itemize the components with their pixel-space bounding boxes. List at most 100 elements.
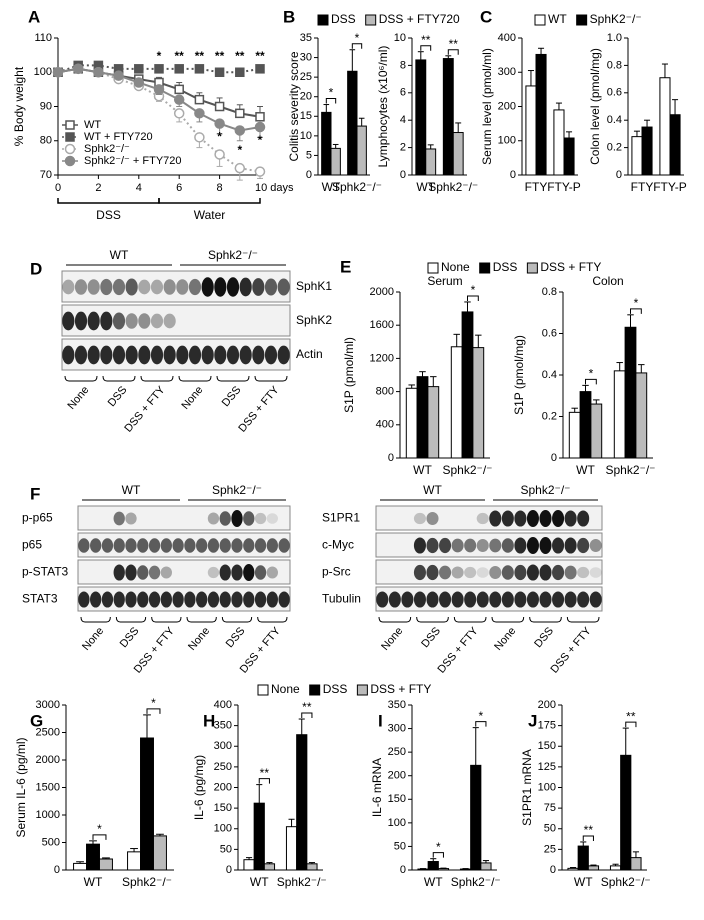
y-tick-label: 800 — [376, 386, 394, 398]
blot-band — [577, 510, 590, 527]
blot-band — [266, 513, 278, 524]
x-tick-label: Sphk2⁻/⁻ — [601, 875, 651, 889]
bar — [98, 858, 113, 871]
blot-band — [489, 566, 502, 579]
blot-band — [388, 591, 401, 608]
y-tick-label: 1000 — [36, 809, 60, 821]
bar — [452, 132, 464, 176]
bar — [472, 347, 485, 459]
significance-bracket — [467, 295, 479, 301]
blot-band — [201, 345, 214, 365]
blot-band — [277, 278, 290, 296]
y-tick-label: 10 — [394, 32, 406, 44]
significance-bracket — [432, 852, 444, 858]
blot-band — [476, 567, 489, 578]
lane-bracket — [257, 616, 288, 623]
y-tick-label: 100 — [214, 823, 232, 835]
bar — [535, 53, 547, 176]
blot-band — [125, 278, 138, 296]
data-point — [214, 101, 225, 112]
blot-band — [564, 537, 577, 554]
blot-band — [231, 564, 243, 581]
blot-band — [160, 566, 172, 579]
legend-label: Sphk2⁻/⁻ — [84, 143, 130, 155]
blot-band — [172, 538, 184, 553]
panel-letter: F — [30, 484, 40, 503]
panel-letter: A — [28, 7, 40, 26]
data-point — [254, 166, 266, 177]
blot-band — [451, 591, 464, 608]
bar — [669, 114, 681, 176]
blot-band — [252, 345, 265, 365]
panel-letter: J — [528, 711, 537, 730]
blot-band — [526, 564, 539, 581]
blot-band — [231, 510, 243, 527]
x-tick-label: WT — [576, 463, 595, 477]
y-tick-label: 100 — [388, 817, 406, 829]
legend-label: DSS + FTY — [370, 682, 431, 696]
bar — [631, 136, 643, 176]
chart-subtitle: Colon — [592, 274, 623, 288]
blot-band — [564, 591, 577, 608]
blot-band — [501, 591, 514, 608]
legend-label: DSS — [331, 12, 356, 26]
blot-band — [464, 538, 477, 553]
blot-band — [112, 278, 126, 296]
blot-band — [188, 345, 202, 365]
bar — [579, 391, 592, 459]
x-tick-label: 2 — [95, 182, 101, 194]
blot-band — [148, 565, 161, 580]
annotation: * — [258, 133, 263, 147]
x-tick-label: Sphk2⁻/⁻ — [122, 875, 172, 889]
y-tick-label: 35 — [300, 32, 312, 44]
blot-band — [160, 591, 172, 608]
blot-band — [476, 539, 489, 552]
panel-letter: C — [480, 7, 492, 26]
y-tick-label: 0 — [400, 169, 406, 181]
bar — [356, 125, 367, 176]
y-tick-label: 200 — [498, 100, 516, 112]
y-tick-label: 0.2 — [542, 410, 557, 422]
blot-band — [231, 538, 243, 553]
group-label: Sphk2⁻/⁻ — [208, 248, 258, 262]
legend-label: WT + FTY720 — [84, 131, 153, 143]
y-tick-label: 2000 — [36, 754, 60, 766]
y-axis-label: Serum level (pmol/ml) — [480, 48, 494, 165]
legend-swatch — [427, 262, 439, 274]
panel-letter: B — [283, 7, 295, 26]
blot-band — [100, 311, 113, 331]
significance-label: * — [329, 86, 334, 100]
bar — [152, 835, 167, 871]
x-tick-label: WT — [413, 463, 432, 477]
y-tick-label: 300 — [388, 722, 406, 734]
blot-band — [514, 537, 527, 554]
blot-band — [188, 278, 202, 296]
blot-band — [514, 591, 527, 608]
data-point — [255, 112, 265, 122]
y-axis-label: Colon level (pmol/mg) — [588, 48, 602, 165]
group-label: WT — [423, 483, 442, 497]
blot-band — [254, 512, 267, 525]
x-tick-label: WT — [322, 180, 341, 194]
blot-band — [239, 277, 252, 297]
x-tick-label: WT — [84, 875, 103, 889]
blot-band — [539, 591, 552, 608]
blot-band — [163, 313, 176, 329]
data-point — [194, 108, 205, 119]
blot-row — [77, 586, 291, 612]
y-axis-label: % Body weight — [12, 66, 26, 146]
y-tick-label: 200 — [214, 781, 232, 793]
significance-bracket — [420, 45, 432, 51]
bar — [450, 346, 463, 459]
lane-label: DSS — [419, 625, 443, 650]
blot-band — [113, 511, 125, 526]
bar — [263, 863, 276, 871]
blot-row — [375, 559, 603, 585]
blot-band — [226, 345, 240, 365]
blot-band — [112, 345, 126, 365]
blot-band — [148, 591, 161, 608]
x-tick-label: FTY — [631, 180, 654, 194]
blot-band — [476, 591, 489, 608]
panel-letter: E — [340, 257, 351, 276]
blot-band — [163, 345, 176, 365]
